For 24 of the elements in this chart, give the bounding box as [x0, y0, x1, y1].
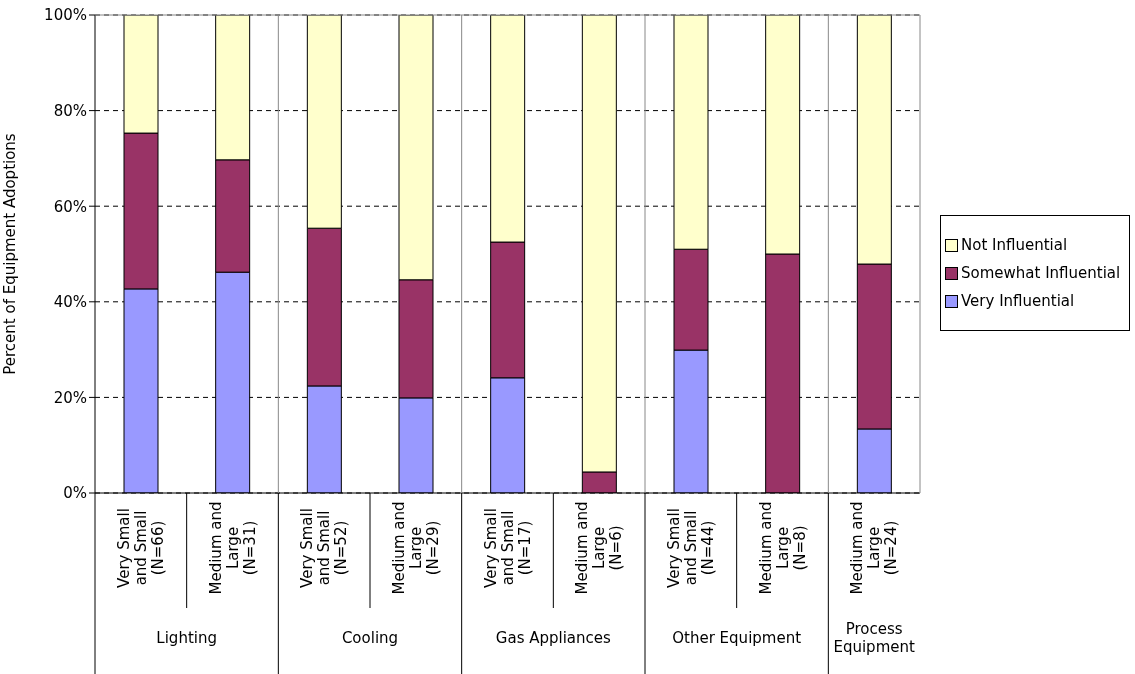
y-tick-label: 60% [53, 197, 87, 216]
x-tick-label: Medium and Large (N=31) [206, 501, 259, 595]
x-tick-label: Very Small and Small (N=66) [114, 508, 167, 588]
text: Cooling [341, 629, 399, 647]
y-axis-title: Percent of Equipment Adoptions [1, 133, 20, 375]
y-tick-label: 0% [63, 484, 87, 503]
y-tick-label: 100% [44, 6, 87, 25]
x-tick-label: Medium and Large (N=8) [756, 501, 809, 595]
text: Process Equipment [833, 620, 915, 656]
x-tick-label: Medium and Large (N=29) [389, 501, 442, 595]
x-tick-label: Very Small and Small (N=44) [664, 508, 717, 588]
text: Gas Appliances [495, 629, 612, 647]
x-tick-label: Medium and Large (N=6) [573, 501, 626, 595]
y-tick-label: 20% [53, 388, 87, 407]
y-tick-label: 80% [53, 101, 87, 120]
x-tick-label: Very Small and Small (N=17) [481, 508, 534, 588]
x-tick-label: Medium and Large (N=24) [848, 501, 901, 595]
legend-label: Somewhat Influential [961, 264, 1121, 282]
x-tick-label: Very Small and Small (N=52) [298, 508, 351, 588]
legend-label: Very Influential [961, 292, 1075, 310]
legend-label: Not Influential [961, 236, 1068, 254]
y-tick-label: 40% [53, 293, 87, 312]
text: Lighting [156, 629, 217, 647]
text: Other Equipment [672, 629, 802, 647]
